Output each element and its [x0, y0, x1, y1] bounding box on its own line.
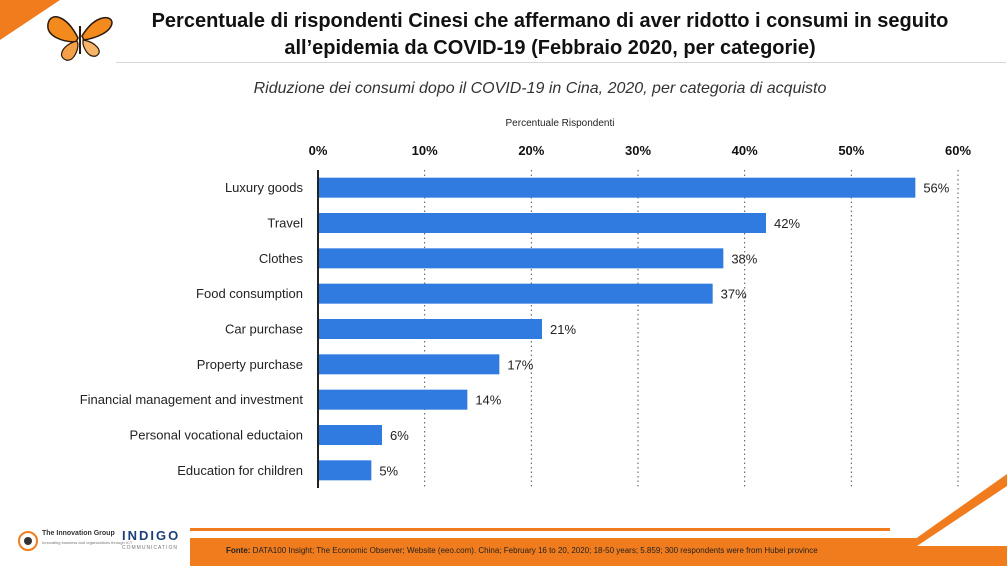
innovation-group-logo-tagline: Innovating business and organizations th… [42, 540, 133, 545]
bar [319, 389, 468, 410]
category-label: Clothes [259, 251, 304, 266]
category-label: Luxury goods [225, 180, 304, 195]
footer-rule [190, 528, 890, 531]
bar [319, 213, 766, 233]
innovation-group-logo-icon [18, 531, 38, 551]
chart-title: Riduzione dei consumi dopo il COVID-19 i… [253, 80, 827, 97]
page-title: Percentuale di rispondenti Cinesi che af… [120, 8, 980, 62]
butterfly-icon [47, 16, 113, 61]
category-label: Education for children [177, 463, 303, 478]
title-divider [116, 62, 1006, 63]
x-tick-label: 10% [412, 143, 438, 158]
innovation-group-logo-name: The Innovation Group [42, 530, 115, 537]
data-label: 17% [507, 357, 533, 372]
x-axis-label: Percentuale Rispondenti [505, 118, 615, 129]
bar [319, 248, 724, 269]
footer-band [190, 538, 1007, 566]
indigo-logo: INDIGO [122, 528, 181, 543]
data-label: 21% [550, 322, 576, 337]
page-title-line-1: Percentuale di rispondenti Cinesi che af… [151, 10, 949, 32]
x-tick-label: 60% [945, 143, 971, 158]
source-label: Fonte: [226, 546, 251, 555]
source-note: Fonte: DATA100 Insight; The Economic Obs… [226, 546, 818, 555]
bar [319, 177, 916, 198]
corner-decoration-bottom-right-inner [917, 486, 1007, 546]
data-label: 5% [379, 463, 398, 478]
bar [319, 354, 500, 375]
category-label: Travel [267, 216, 303, 231]
bar [319, 460, 372, 481]
data-label: 56% [923, 181, 949, 196]
category-label: Financial management and investment [80, 392, 304, 407]
x-tick-label: 30% [625, 143, 651, 158]
x-tick-label: 20% [518, 143, 544, 158]
x-tick-label: 50% [838, 143, 864, 158]
bar [319, 425, 382, 445]
data-label: 37% [721, 287, 747, 302]
category-label: Personal vocational eductaion [130, 428, 303, 443]
data-label: 42% [774, 216, 800, 231]
page-title-line-2: all’epidemia da COVID-19 (Febbraio 2020,… [284, 37, 816, 59]
indigo-logo-sub: COMMUNICATION [122, 545, 178, 551]
x-tick-label: 0% [309, 143, 328, 158]
category-label: Food consumption [196, 286, 303, 301]
bar [319, 283, 713, 304]
data-label: 6% [390, 428, 409, 443]
x-tick-label: 40% [732, 143, 758, 158]
category-label: Property purchase [197, 357, 303, 372]
data-label: 14% [475, 393, 501, 408]
bar [319, 319, 542, 339]
category-label: Car purchase [225, 322, 303, 337]
data-label: 38% [731, 251, 757, 266]
source-text: DATA100 Insight; The Economic Observer; … [250, 546, 818, 555]
